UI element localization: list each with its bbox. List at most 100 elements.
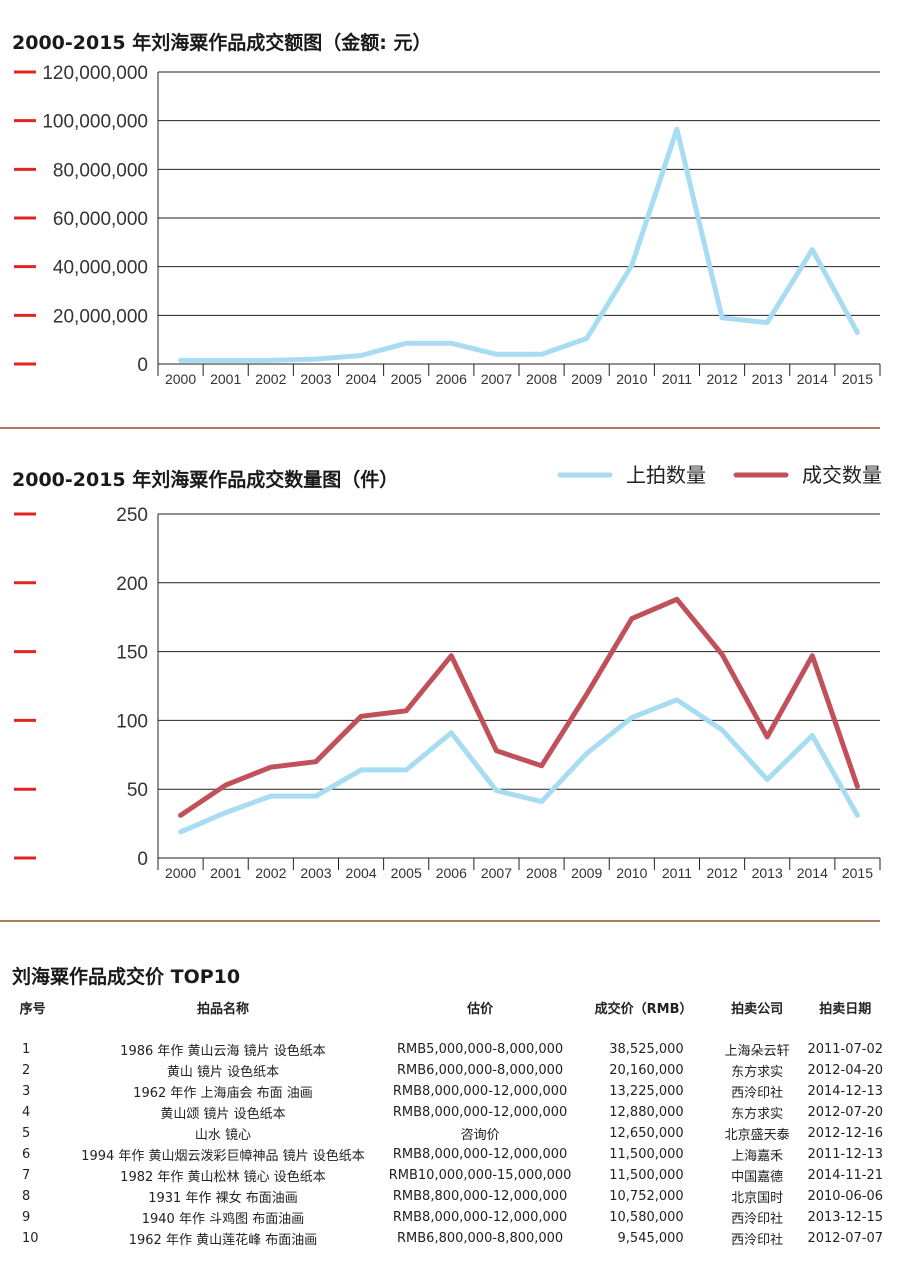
table-row: 5 山水 镜心 咨询价 12,650,000 北京盛天泰 2012-12-16 <box>6 1123 890 1144</box>
chart1-title: 2000-2015 年刘海粟作品成交额图（金额: 元） <box>12 32 432 54</box>
x-tick-label: 2001 <box>210 865 241 881</box>
header-estimate: 估价 <box>467 1001 494 1017</box>
y-tick-label: 0 <box>137 355 148 376</box>
cell-name: 山水 镜心 <box>194 1128 252 1143</box>
cell-price: 10,752,000 <box>609 1189 684 1204</box>
header-auction-house: 拍卖公司 <box>731 1001 784 1017</box>
cell-index: 2 <box>22 1063 31 1078</box>
x-tick-label: 2005 <box>391 865 422 881</box>
y-tick-label: 0 <box>137 849 148 870</box>
x-tick-label: 2010 <box>616 865 647 881</box>
x-tick-label: 2004 <box>345 371 376 387</box>
x-tick-label: 2005 <box>391 371 422 387</box>
cell-estimate: RMB8,000,000-12,000,000 <box>392 1084 568 1099</box>
cell-name: 1931 年作 裸女 布面油画 <box>148 1191 298 1206</box>
cell-name: 1982 年作 黄山松林 镜心 设色纸本 <box>120 1170 326 1185</box>
cell-name: 黄山 镜片 设色纸本 <box>166 1065 280 1080</box>
x-tick-label: 2010 <box>616 371 647 387</box>
y-tick-label: 120,000,000 <box>42 63 148 84</box>
x-tick-label: 2003 <box>300 865 331 881</box>
cell-name: 1994 年作 黄山烟云泼彩巨幛神品 镜片 设色纸本 <box>81 1149 365 1164</box>
series-line-0 <box>178 126 860 363</box>
cell-date: 2010-06-06 <box>807 1189 884 1204</box>
x-tick-label: 2012 <box>706 371 737 387</box>
cell-auction-house: 北京盛天泰 <box>724 1128 790 1143</box>
cell-auction-house: 上海嘉禾 <box>731 1149 784 1164</box>
chart1-amount-line-chart: 0 20,000,000 40,000,000 60,000,000 80,000,00… <box>14 63 881 387</box>
cell-estimate: RMB6,000,000-8,000,000 <box>397 1063 564 1078</box>
cell-price: 13,225,000 <box>609 1084 684 1099</box>
table-row: 6 1994 年作 黄山烟云泼彩巨幛神品 镜片 设色纸本 RMB8,000,000-… <box>6 1144 890 1165</box>
cell-index: 3 <box>22 1084 31 1099</box>
cell-date: 2011-07-02 <box>807 1042 884 1057</box>
table-row: 4 黄山颂 镜片 设色纸本 RMB8,000,000-12,000,000 12,88… <box>6 1102 890 1123</box>
x-tick-label: 2014 <box>797 865 828 881</box>
cell-index: 6 <box>22 1147 31 1162</box>
table-row: 2 黄山 镜片 设色纸本 RMB6,000,000-8,000,000 20,160,… <box>6 1060 890 1081</box>
x-tick-label: 2015 <box>842 371 873 387</box>
cell-price: 9,545,000 <box>617 1231 684 1246</box>
table-row: 10 1962 年作 黄山莲花峰 布面油画 RMB6,800,000-8,800,0… <box>6 1228 890 1249</box>
y-tick-label: 100 <box>116 711 148 732</box>
series-line-0 <box>178 697 860 835</box>
cell-index: 10 <box>22 1231 39 1246</box>
cell-auction-house: 西泠印社 <box>731 1212 784 1227</box>
x-tick-label: 2008 <box>526 865 557 881</box>
cell-date: 2012-07-20 <box>807 1105 884 1120</box>
top10-table: 序号 拍品名称 估价 成交价（RMB） 拍卖公司 拍卖日期 1 1986 年作 黄… <box>6 995 890 1249</box>
y-tick-label: 250 <box>116 505 148 526</box>
cell-auction-house: 东方求实 <box>731 1065 784 1080</box>
x-tick-label: 2007 <box>481 865 512 881</box>
cell-estimate: RMB8,000,000-12,000,000 <box>392 1105 568 1120</box>
table-row: 9 1940 年作 斗鸡图 布面油画 RMB8,000,000-12,000,000… <box>6 1207 890 1228</box>
cell-index: 9 <box>22 1210 31 1225</box>
cell-auction-house: 中国嘉德 <box>731 1170 784 1185</box>
cell-name: 1986 年作 黄山云海 镜片 设色纸本 <box>120 1044 326 1059</box>
cell-name: 1962 年作 黄山莲花峰 布面油画 <box>128 1233 318 1248</box>
x-tick-label: 2006 <box>436 865 467 881</box>
cell-auction-house: 西泠印社 <box>731 1233 784 1248</box>
legend-label: 上拍数量 <box>626 464 706 487</box>
y-tick-label: 150 <box>116 643 148 664</box>
x-tick-label: 2015 <box>842 865 873 881</box>
header-index: 序号 <box>19 1001 46 1017</box>
cell-estimate: RMB8,000,000-12,000,000 <box>392 1210 568 1225</box>
cell-index: 1 <box>22 1042 31 1057</box>
cell-date: 2012-12-16 <box>807 1126 884 1141</box>
y-tick-label: 100,000,000 <box>42 112 148 133</box>
chart2-count-line-chart: 0 50 100 150 200 250 2000 2001 2002 2003 2004 2005 2… <box>14 464 882 881</box>
y-tick-label: 20,000,000 <box>53 306 148 327</box>
table-row: 1 1986 年作 黄山云海 镜片 设色纸本 RMB5,000,000-8,000,… <box>6 1039 890 1060</box>
x-tick-label: 2013 <box>752 865 783 881</box>
table-row: 3 1962 年作 上海庙会 布面 油画 RMB8,000,000-12,000,0… <box>6 1081 890 1102</box>
cell-estimate: RMB10,000,000-15,000,000 <box>388 1168 572 1183</box>
cell-index: 4 <box>22 1105 31 1120</box>
table-row: 8 1931 年作 裸女 布面油画 RMB8,800,000-12,000,000 1… <box>6 1186 890 1207</box>
cell-price: 11,500,000 <box>609 1168 684 1183</box>
cell-name: 黄山颂 镜片 设色纸本 <box>160 1107 286 1122</box>
x-tick-label: 2004 <box>345 865 376 881</box>
x-tick-label: 2012 <box>706 865 737 881</box>
header-date: 拍卖日期 <box>819 1001 872 1017</box>
cell-estimate: 咨询价 <box>460 1128 500 1143</box>
x-tick-label: 2002 <box>255 371 286 387</box>
cell-auction-house: 东方求实 <box>731 1107 784 1122</box>
cell-date: 2012-04-20 <box>807 1063 884 1078</box>
x-tick-label: 2009 <box>571 371 602 387</box>
cell-date: 2014-11-21 <box>807 1168 884 1183</box>
y-tick-label: 40,000,000 <box>53 258 148 279</box>
divider-2 <box>0 920 880 922</box>
cell-price: 12,650,000 <box>609 1126 684 1141</box>
cell-price: 20,160,000 <box>609 1063 684 1078</box>
series-line-1 <box>178 596 860 818</box>
x-tick-label: 2003 <box>300 371 331 387</box>
cell-price: 11,500,000 <box>609 1147 684 1162</box>
x-tick-label: 2011 <box>662 371 692 387</box>
cell-auction-house: 上海朵云轩 <box>724 1044 790 1059</box>
cell-date: 2014-12-13 <box>807 1084 884 1099</box>
cell-date: 2013-12-15 <box>807 1210 884 1225</box>
cell-estimate: RMB5,000,000-8,000,000 <box>397 1042 564 1057</box>
cell-estimate: RMB8,000,000-12,000,000 <box>392 1147 568 1162</box>
table-row: 7 1982 年作 黄山松林 镜心 设色纸本 RMB10,000,000-15,00… <box>6 1165 890 1186</box>
table-title: 刘海粟作品成交价 TOP10 <box>12 966 241 988</box>
